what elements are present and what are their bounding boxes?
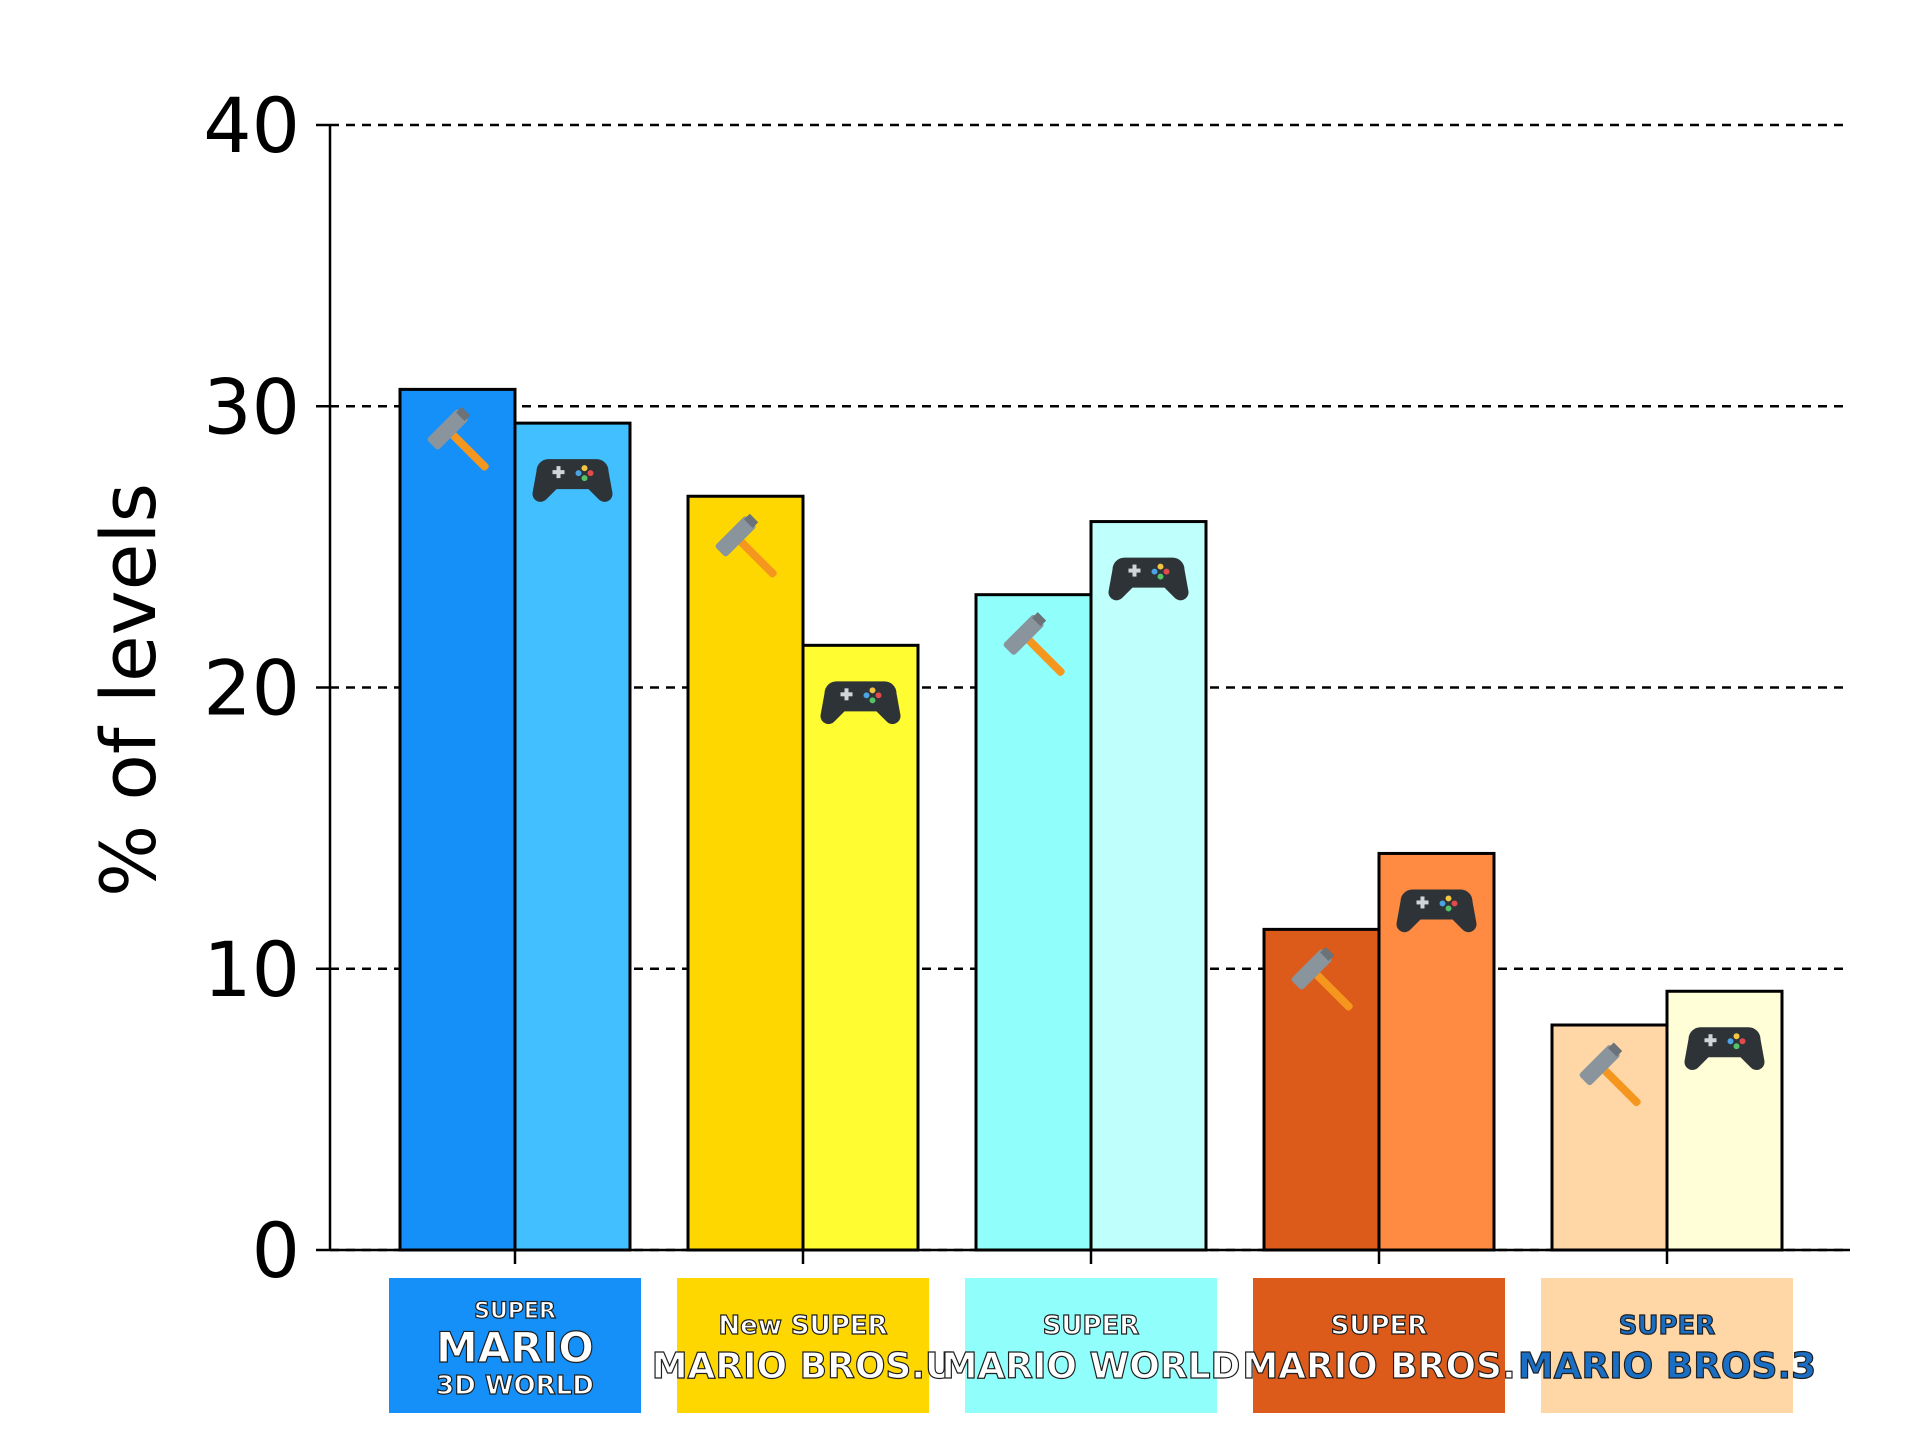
logo-text: SUPER (474, 1299, 556, 1324)
logo-text: MARIO BROS.U (652, 1346, 955, 1387)
logo-text: MARIO BROS.3 (1518, 1346, 1816, 1387)
logo-background (1253, 1278, 1505, 1413)
logo-text: SUPER (1331, 1311, 1428, 1341)
hammer-icon (427, 406, 489, 471)
y-tick-label: 0 (252, 1206, 300, 1295)
hammer-icon (1579, 1042, 1641, 1107)
hammer-icon (1003, 612, 1065, 676)
hammer-icon (1291, 946, 1353, 1011)
category-logo: SUPER MARIO BROS.3 (1517, 1278, 1817, 1413)
y-tick-label: 20 (203, 644, 300, 733)
y-tick-label: 30 (203, 362, 300, 451)
category-logo: SUPER MARIO BROS. (1242, 1278, 1516, 1413)
logo-background (965, 1278, 1217, 1413)
logo-text: SUPER (1619, 1311, 1716, 1341)
hammer-icon (715, 513, 777, 578)
y-tick-labels: 0 10 20 30 40 (203, 81, 300, 1295)
logo-text: New SUPER (718, 1311, 887, 1341)
bar (513, 421, 632, 1252)
gamepad-icon (1108, 557, 1189, 601)
bar (686, 494, 805, 1252)
bar (1089, 520, 1208, 1252)
axes (316, 123, 1850, 1264)
logo-text: MARIO WORLD (942, 1346, 1241, 1387)
bars (398, 387, 1784, 1252)
logo-text: MARIO (436, 1323, 594, 1372)
logo-text: 3D WORLD (436, 1371, 594, 1401)
bar (801, 643, 920, 1252)
logo-background (677, 1278, 929, 1413)
gamepad-icon (1684, 1027, 1765, 1070)
gamepad-icon (820, 681, 901, 725)
bar (398, 387, 517, 1252)
y-axis-label: % of levels (84, 483, 173, 897)
gamepad-icon (1396, 889, 1477, 933)
y-tick-label: 40 (203, 81, 300, 170)
gamepad-icon (532, 459, 613, 502)
logo-text: MARIO BROS. (1242, 1346, 1515, 1387)
category-logo: New SUPER MARIO BROS.U (651, 1278, 955, 1413)
bar (974, 593, 1093, 1252)
logo-background (1541, 1278, 1793, 1413)
logo-text: SUPER (1043, 1311, 1140, 1341)
category-logo: SUPER MARIO WORLD (941, 1278, 1241, 1413)
y-tick-label: 10 (203, 925, 300, 1014)
bar-icons (427, 406, 1765, 1107)
logo-background (389, 1278, 641, 1413)
